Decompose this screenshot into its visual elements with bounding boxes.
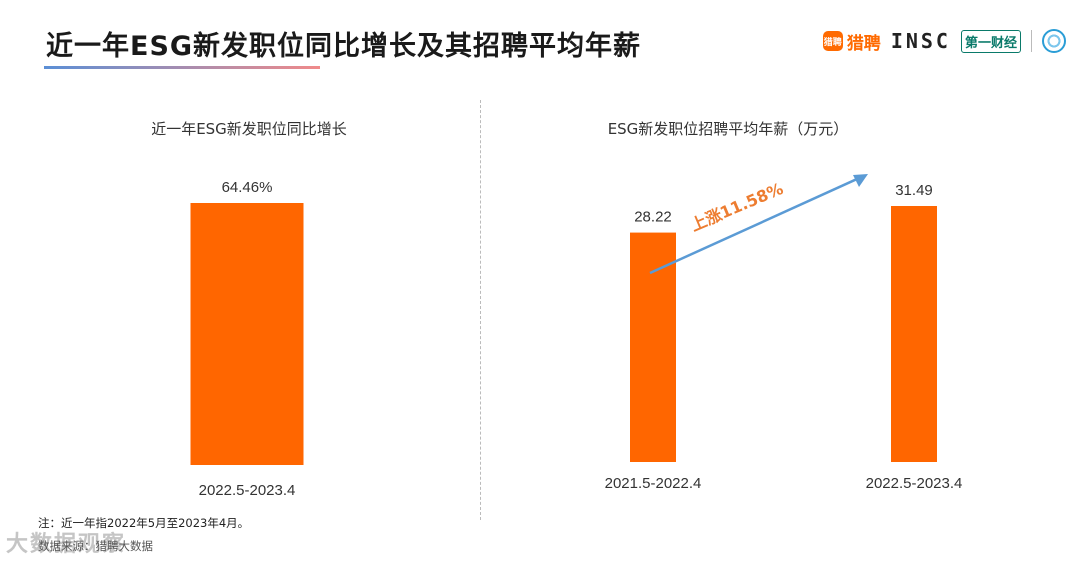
left-chart-title: 近一年ESG新发职位同比增长 xyxy=(151,120,347,138)
chart2-value-label-2: 31.49 xyxy=(895,182,933,199)
footnote: 注：近一年指2022年5月至2023年4月。 xyxy=(38,516,250,530)
chart1-bar-1 xyxy=(190,203,304,465)
growth-annotation: 上涨11.58% xyxy=(688,179,786,235)
chart2-bar-2 xyxy=(891,206,937,462)
right-chart-title: ESG新发职位招聘平均年薪（万元） xyxy=(607,120,849,138)
chart1-category-label-1: 2022.5-2023.4 xyxy=(199,482,296,499)
seal-logo-icon xyxy=(1042,29,1066,53)
chart2-value-label-1: 28.22 xyxy=(634,209,672,226)
growth-arrowhead-icon xyxy=(853,174,868,187)
chart-divider xyxy=(480,100,481,520)
watermark: 大数据观察 xyxy=(6,532,127,557)
title-underline xyxy=(44,66,320,69)
logo-separator xyxy=(1031,30,1032,52)
logo-strip: 猎聘 猎聘 INSC 第一财经 xyxy=(822,26,1066,56)
growth-arrow-line xyxy=(649,176,862,275)
chart2-bar-1 xyxy=(630,232,676,462)
chart2-category-label-1: 2021.5-2022.4 xyxy=(605,475,702,492)
chart1-value-label-1: 64.46% xyxy=(222,179,273,196)
data-source: 数据来源：猎聘大数据 xyxy=(38,539,153,553)
liepin-logo: 猎聘 猎聘 xyxy=(822,29,881,54)
page-title: 近一年ESG新发职位同比增长及其招聘平均年薪 xyxy=(46,31,642,62)
yicai-logo: 第一财经 xyxy=(960,29,1021,53)
chart2-category-label-2: 2022.5-2023.4 xyxy=(866,475,963,492)
liepin-logo-text: 猎聘 xyxy=(846,33,881,54)
insc-logo: INSC xyxy=(890,29,951,53)
liepin-logo-icon: 猎聘 xyxy=(822,31,843,51)
